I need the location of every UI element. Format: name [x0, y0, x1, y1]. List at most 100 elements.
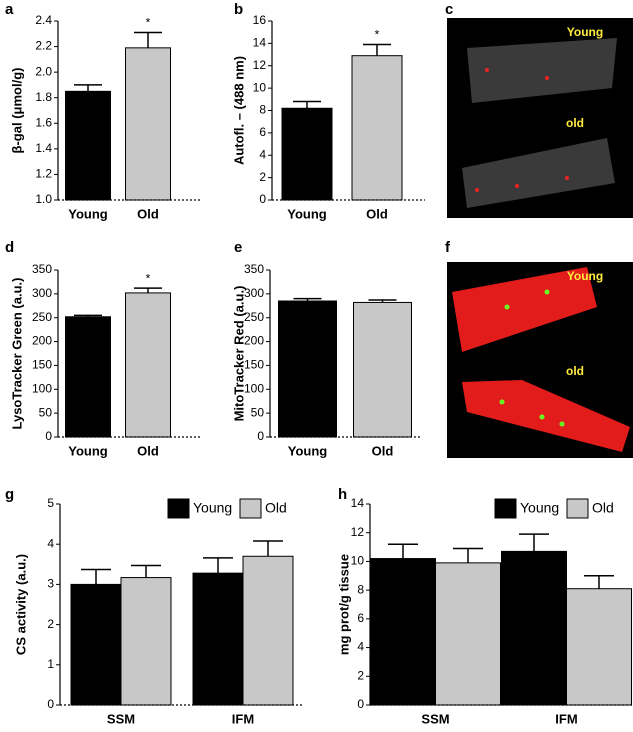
y-tick-label: 10: [253, 80, 267, 94]
x-tick-label: IFM: [232, 711, 254, 726]
spot: [565, 176, 569, 180]
y-tick-label: 250: [32, 310, 52, 324]
x-tick-label: Old: [137, 443, 159, 458]
image-label: old: [566, 116, 584, 130]
x-tick-label: Old: [366, 206, 388, 221]
y-tick-label: 1.8: [35, 90, 52, 104]
panel-letter: h: [338, 486, 347, 503]
error-bar: [363, 43, 391, 56]
panel-letter: c: [445, 1, 453, 18]
error-bar: [134, 287, 162, 293]
y-tick-label: 4: [47, 536, 54, 550]
error-bar: [74, 84, 102, 92]
spot: [544, 289, 550, 295]
y-tick-label: 150: [32, 358, 52, 372]
y-tick-label: 5: [47, 496, 54, 510]
y-tick-label: 1.2: [35, 167, 52, 181]
y-tick-label: 4: [259, 147, 266, 161]
bar: [278, 300, 337, 438]
x-tick-label: Old: [137, 206, 159, 221]
cell: [452, 267, 597, 352]
y-tick-label: 2: [47, 617, 54, 631]
error-bar: [519, 533, 549, 552]
y-tick-label: 2.2: [35, 39, 52, 53]
y-axis-label: LysoTracker Green (a.u.): [9, 278, 24, 430]
spot: [504, 304, 510, 310]
cell: [462, 380, 630, 452]
x-tick-label: Young: [288, 443, 328, 458]
panel-letter: g: [5, 486, 14, 503]
y-tick-label: 2: [357, 668, 364, 682]
y-tick-label: 350: [244, 262, 264, 276]
error-bar: [131, 564, 161, 578]
error-bar: [203, 557, 233, 574]
y-tick-label: 100: [32, 381, 52, 395]
y-tick-label: 14: [253, 36, 267, 50]
significance-star: *: [146, 271, 151, 285]
bar: [501, 550, 567, 706]
legend-label: Young: [193, 500, 232, 516]
spot: [539, 414, 545, 420]
y-tick-label: 0: [47, 697, 54, 711]
y-tick-label: 2.0: [35, 64, 52, 78]
legend-label: Young: [520, 500, 559, 516]
error-bar: [388, 543, 418, 559]
y-tick-label: 12: [351, 525, 365, 539]
legend-label: Old: [265, 500, 287, 516]
y-tick-label: 150: [244, 358, 264, 372]
y-tick-label: 1.4: [35, 141, 52, 155]
y-tick-label: 1.0: [35, 192, 52, 206]
y-tick-label: 16: [253, 13, 267, 27]
bar: [566, 588, 632, 706]
error-bar: [81, 568, 111, 585]
y-tick-label: 300: [32, 286, 52, 300]
y-tick-label: 6: [357, 611, 364, 625]
cell: [467, 38, 617, 103]
y-tick-label: 200: [244, 334, 264, 348]
bar: [125, 47, 171, 201]
y-tick-label: 0: [257, 429, 264, 443]
x-tick-label: SSM: [421, 711, 449, 726]
bar: [435, 562, 501, 706]
y-tick-label: 0: [357, 697, 364, 711]
legend-swatch: [494, 498, 517, 519]
error-bar: [293, 100, 321, 109]
bar: [125, 292, 171, 438]
y-tick-label: 1.6: [35, 115, 52, 129]
y-axis-label: β-gal (μmol/g): [9, 68, 24, 154]
bar: [70, 583, 122, 706]
error-bar: [134, 31, 162, 48]
legend-swatch: [566, 498, 589, 519]
y-axis-label: MitoTracker Red (a.u.): [231, 286, 246, 422]
spot: [515, 184, 519, 188]
bar: [242, 555, 294, 706]
bar: [120, 577, 172, 706]
bar: [65, 90, 111, 201]
image-label: Young: [567, 25, 603, 39]
y-axis-label: mg prot/g tissue: [336, 554, 351, 655]
error-bar: [253, 540, 283, 557]
x-tick-label: SSM: [107, 711, 135, 726]
panel-letter: e: [234, 239, 242, 256]
bar: [353, 301, 412, 438]
y-tick-label: 250: [244, 310, 264, 324]
bar: [192, 572, 244, 706]
bar: [65, 316, 111, 438]
y-tick-label: 50: [39, 405, 53, 419]
bar: [281, 107, 333, 201]
y-tick-label: 10: [351, 554, 365, 568]
legend-label: Old: [592, 500, 614, 516]
y-tick-label: 3: [47, 577, 54, 591]
y-tick-label: 100: [244, 381, 264, 395]
y-tick-label: 1: [47, 657, 54, 671]
bar: [351, 55, 403, 201]
panel-letter: a: [5, 1, 14, 18]
cell: [462, 138, 615, 208]
y-axis-label: CS activity (a.u.): [13, 554, 28, 655]
panel-letter: f: [445, 239, 451, 256]
y-tick-label: 14: [351, 496, 365, 510]
x-tick-label: IFM: [555, 711, 577, 726]
y-tick-label: 2: [259, 170, 266, 184]
y-tick-label: 0: [259, 192, 266, 206]
